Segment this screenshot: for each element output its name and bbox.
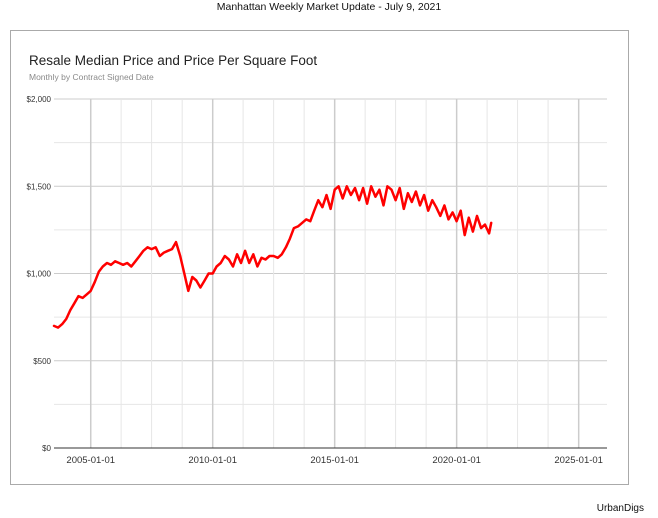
y-tick-label: $1,000 [27,270,52,279]
x-tick-label: 2005-01-01 [66,455,115,466]
x-tick-label: 2015-01-01 [310,455,359,466]
chart-panel [10,30,629,485]
x-tick-label: 2010-01-01 [188,455,237,466]
x-tick-label: 2025-01-01 [554,455,603,466]
chart-subtitle: Monthly by Contract Signed Date [29,72,154,82]
y-tick-label: $500 [33,357,51,366]
y-tick-label: $2,000 [27,95,52,104]
x-tick-label: 2020-01-01 [432,455,481,466]
y-tick-label: $1,500 [27,182,52,191]
y-tick-label: $0 [42,444,51,453]
series-line [52,185,493,329]
brand-label: UrbanDigs [596,503,644,514]
page-title: Manhattan Weekly Market Update - July 9,… [216,1,442,13]
chart-title: Resale Median Price and Price Per Square… [29,53,318,68]
